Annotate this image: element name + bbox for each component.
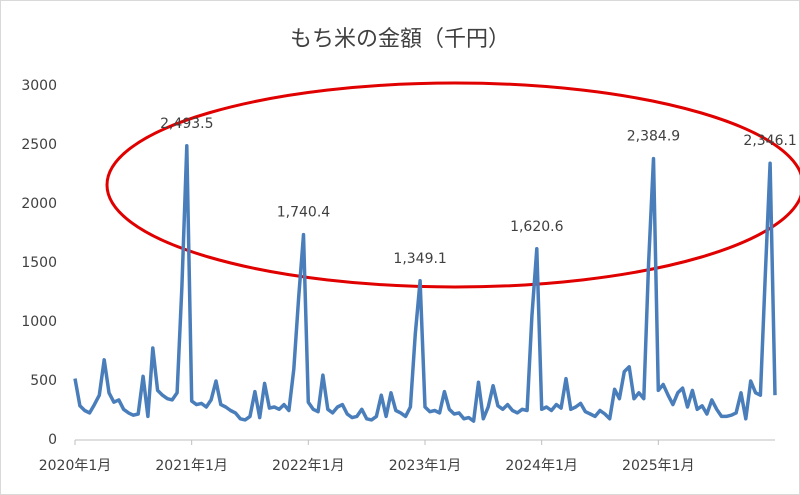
y-tick-label: 1000 — [21, 314, 57, 330]
y-tick-label: 500 — [30, 373, 57, 389]
data-label: 1,620.6 — [510, 219, 564, 235]
y-tick-label: 3000 — [21, 78, 57, 94]
y-tick-label: 2500 — [21, 137, 57, 153]
x-tick-label: 2024年1月 — [505, 458, 578, 474]
x-tick-label: 2025年1月 — [622, 458, 695, 474]
y-tick-label: 1500 — [21, 255, 57, 271]
x-tick-label: 2023年1月 — [389, 458, 462, 474]
data-line — [73, 144, 777, 423]
data-label: 1,740.4 — [277, 205, 331, 221]
data-label: 2,493.5 — [160, 116, 213, 132]
y-tick-label: 2000 — [21, 196, 57, 212]
data-label: 2,346.1 — [743, 133, 796, 149]
y-tick-label: 0 — [48, 432, 57, 448]
x-tick-label: 2020年1月 — [39, 458, 112, 474]
chart-title: もち米の金額（千円） — [290, 27, 510, 52]
data-label: 2,384.9 — [627, 129, 680, 145]
data-label: 1,349.1 — [393, 251, 446, 267]
x-tick-label: 2022年1月 — [272, 458, 345, 474]
x-tick-label: 2021年1月 — [155, 458, 228, 474]
highlight-ellipse — [105, 81, 800, 289]
